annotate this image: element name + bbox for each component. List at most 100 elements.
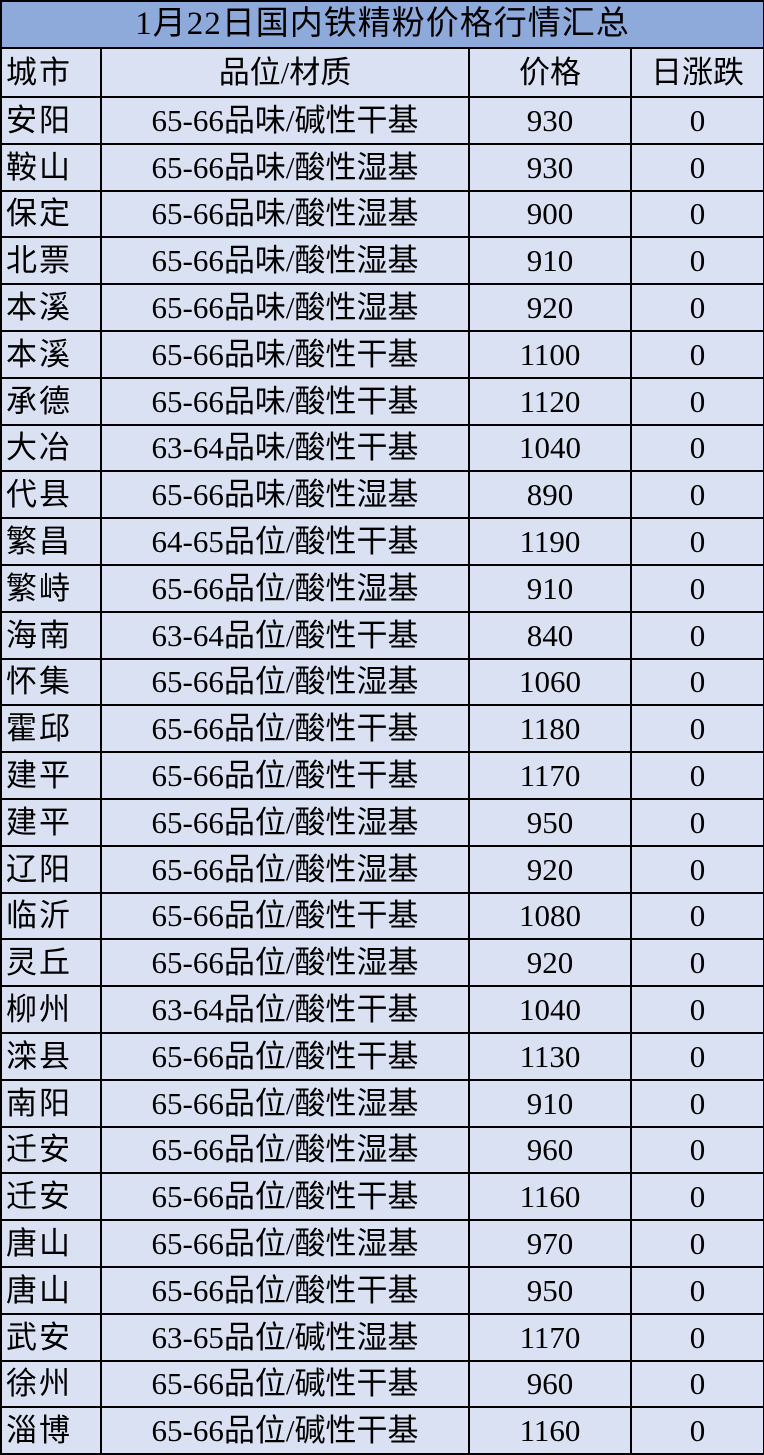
cell-city: 唐山 (0, 1219, 102, 1268)
cell-price: 1170 (468, 1312, 632, 1362)
cell-city: 北票 (0, 236, 102, 286)
header-change: 日涨跌 (630, 47, 764, 98)
table-row: 鞍山 65-66品味/酸性湿基 930 0 (0, 142, 764, 192)
cell-grade: 63-65品位/碱性湿基 (100, 1312, 470, 1362)
table-row: 建平 65-66品位/酸性干基 1170 0 (0, 751, 764, 800)
cell-price: 920 (468, 283, 632, 332)
title-row: 1月22日国内铁精粉价格行情汇总 (0, 0, 764, 49)
table-row: 临沂 65-66品位/酸性干基 1080 0 (0, 891, 764, 941)
cell-price: 930 (468, 142, 632, 192)
cell-price: 1170 (468, 751, 632, 800)
cell-grade: 65-66品味/酸性湿基 (100, 470, 470, 520)
table-row: 辽阳 65-66品位/酸性湿基 920 0 (0, 844, 764, 894)
cell-city: 淄博 (0, 1406, 102, 1455)
cell-grade: 63-64品位/酸性干基 (100, 985, 470, 1034)
cell-grade: 65-66品位/碱性干基 (100, 1359, 470, 1409)
header-row: 城市 品位/材质 价格 日涨跌 (0, 47, 764, 98)
cell-change: 0 (630, 985, 764, 1034)
cell-price: 1060 (468, 657, 632, 707)
cell-grade: 65-66品味/酸性湿基 (100, 142, 470, 192)
cell-grade: 65-66品味/酸性干基 (100, 376, 470, 426)
table-row: 唐山 65-66品位/酸性干基 950 0 (0, 1265, 764, 1315)
cell-city: 建平 (0, 751, 102, 800)
cell-change: 0 (630, 1406, 764, 1455)
cell-change: 0 (630, 96, 764, 145)
table-row: 迁安 65-66品位/酸性干基 1160 0 (0, 1172, 764, 1222)
table-row: 本溪 65-66品味/酸性湿基 920 0 (0, 283, 764, 332)
cell-price: 1120 (468, 376, 632, 426)
header-city: 城市 (0, 47, 102, 98)
cell-grade: 65-66品位/酸性干基 (100, 1031, 470, 1081)
cell-city: 辽阳 (0, 844, 102, 894)
cell-city: 代县 (0, 470, 102, 520)
cell-city: 鞍山 (0, 142, 102, 192)
table-row: 怀集 65-66品位/酸性湿基 1060 0 (0, 657, 764, 707)
cell-city: 本溪 (0, 329, 102, 379)
cell-city: 怀集 (0, 657, 102, 707)
cell-city: 安阳 (0, 96, 102, 145)
cell-change: 0 (630, 844, 764, 894)
table-row: 繁昌 64-65品位/酸性干基 1190 0 (0, 517, 764, 566)
table-row: 霍邱 65-66品位/酸性干基 1180 0 (0, 704, 764, 754)
cell-price: 1190 (468, 517, 632, 566)
cell-change: 0 (630, 517, 764, 566)
cell-price: 840 (468, 610, 632, 660)
cell-grade: 65-66品味/酸性湿基 (100, 236, 470, 286)
cell-grade: 65-66品位/酸性湿基 (100, 844, 470, 894)
cell-change: 0 (630, 1219, 764, 1268)
cell-price: 960 (468, 1125, 632, 1175)
cell-city: 繁峙 (0, 563, 102, 613)
cell-city: 徐州 (0, 1359, 102, 1409)
cell-change: 0 (630, 1031, 764, 1081)
cell-city: 大冶 (0, 423, 102, 473)
cell-price: 970 (468, 1219, 632, 1268)
cell-price: 1130 (468, 1031, 632, 1081)
cell-city: 迁安 (0, 1172, 102, 1222)
cell-change: 0 (630, 751, 764, 800)
table-row: 承德 65-66品味/酸性干基 1120 0 (0, 376, 764, 426)
cell-change: 0 (630, 423, 764, 473)
cell-change: 0 (630, 329, 764, 379)
cell-change: 0 (630, 142, 764, 192)
cell-city: 滦县 (0, 1031, 102, 1081)
cell-change: 0 (630, 283, 764, 332)
cell-price: 930 (468, 96, 632, 145)
table-row: 建平 65-66品位/酸性湿基 950 0 (0, 797, 764, 847)
cell-grade: 65-66品位/酸性干基 (100, 751, 470, 800)
cell-price: 950 (468, 797, 632, 847)
cell-change: 0 (630, 1172, 764, 1222)
table-row: 南阳 65-66品位/酸性湿基 910 0 (0, 1078, 764, 1128)
table-row: 繁峙 65-66品位/酸性湿基 910 0 (0, 563, 764, 613)
cell-city: 迁安 (0, 1125, 102, 1175)
cell-change: 0 (630, 704, 764, 754)
cell-grade: 64-65品位/酸性干基 (100, 517, 470, 566)
cell-grade: 65-66品位/酸性湿基 (100, 1125, 470, 1175)
header-price: 价格 (468, 47, 632, 98)
cell-city: 本溪 (0, 283, 102, 332)
table-row: 保定 65-66品味/酸性湿基 900 0 (0, 189, 764, 239)
cell-grade: 65-66品味/酸性湿基 (100, 283, 470, 332)
cell-grade: 63-64品味/酸性干基 (100, 423, 470, 473)
cell-grade: 65-66品位/酸性干基 (100, 1172, 470, 1222)
cell-grade: 65-66品位/酸性湿基 (100, 938, 470, 988)
cell-price: 1160 (468, 1172, 632, 1222)
cell-price: 900 (468, 189, 632, 239)
cell-grade: 65-66品位/酸性湿基 (100, 1078, 470, 1128)
cell-price: 950 (468, 1265, 632, 1315)
cell-city: 唐山 (0, 1265, 102, 1315)
table-row: 安阳 65-66品味/碱性干基 930 0 (0, 96, 764, 145)
cell-change: 0 (630, 657, 764, 707)
cell-grade: 65-66品位/酸性湿基 (100, 563, 470, 613)
cell-price: 1040 (468, 985, 632, 1034)
cell-grade: 65-66品位/酸性干基 (100, 891, 470, 941)
cell-price: 1040 (468, 423, 632, 473)
table-row: 海南 63-64品位/酸性干基 840 0 (0, 610, 764, 660)
cell-city: 建平 (0, 797, 102, 847)
cell-price: 910 (468, 563, 632, 613)
table-row: 代县 65-66品味/酸性湿基 890 0 (0, 470, 764, 520)
cell-city: 临沂 (0, 891, 102, 941)
cell-price: 1180 (468, 704, 632, 754)
cell-change: 0 (630, 938, 764, 988)
table-row: 唐山 65-66品位/酸性湿基 970 0 (0, 1219, 764, 1268)
cell-grade: 65-66品位/酸性干基 (100, 704, 470, 754)
